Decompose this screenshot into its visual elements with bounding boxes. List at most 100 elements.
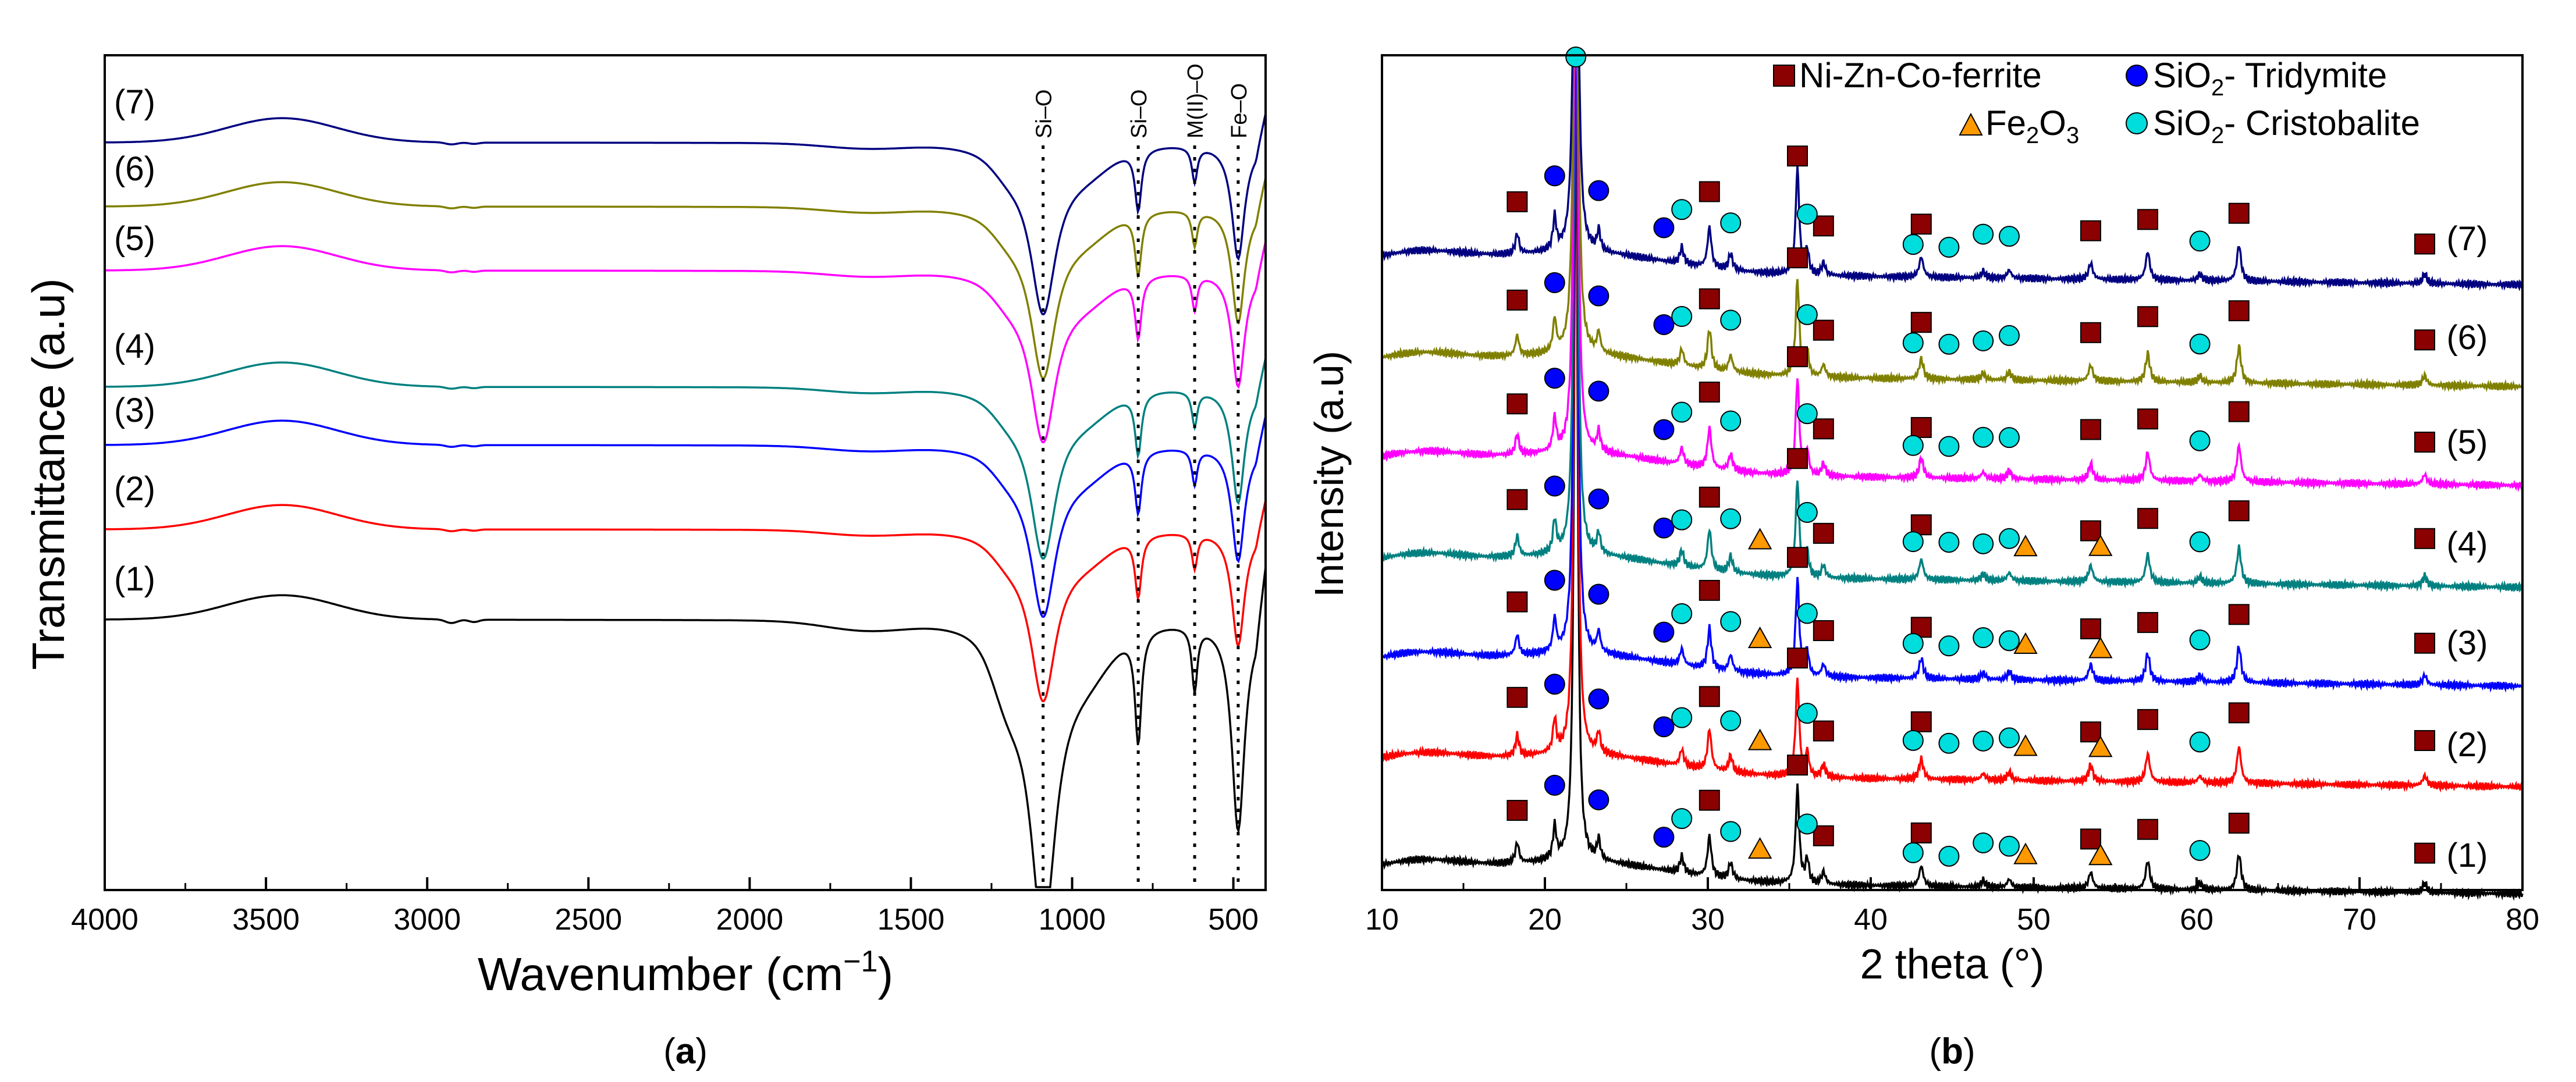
cristobalite-peak-marker [1902,531,1924,553]
cristobalite-peak-marker [1973,330,1994,351]
legend-marker-fe2o3 [1959,112,1983,136]
xrd-x-axis-label: 2 theta (°) [1860,941,2045,988]
cristobalite-peak-marker [1720,508,1742,529]
ftir-band-label-4: Fe–O [1227,83,1252,138]
ferrite-peak-marker [1910,213,1932,235]
ferrite-peak-marker [2414,233,2435,255]
cristobalite-peak-marker [1671,401,1693,423]
legend-marker-ferrite [1773,65,1795,87]
cristobalite-peak-marker [1720,611,1742,632]
ferrite-peak-marker [1910,822,1932,843]
ftir-series-label-5: (5) [114,220,155,258]
fe2o3-peak-marker [2088,843,2113,866]
cristobalite-peak-marker [1999,630,2020,652]
tridymite-peak-marker [1544,272,1565,293]
tridymite-peak-marker [1588,688,1609,710]
xrd-legend: Ni-Zn-Co-ferrite SiO2- Tridymite Fe2O3 SiO2… [1773,56,2420,148]
cristobalite-peak-marker [1902,842,1924,863]
cristobalite-peak-marker [1973,730,1994,752]
ftir-band-markers: Si–O Si–O M(II)–O Fe–O [1032,63,1252,890]
ftir-band-label-1: Si–O [1032,90,1057,138]
ftir-x-axis-ticks: 4000 3500 3000 2500 2000 1500 1000 500 [71,877,1259,937]
ftir-series-labels: (1) (2) (3) (4) (5) (6) (7) [114,83,155,598]
ferrite-peak-marker [1787,547,1808,568]
cristobalite-peak-marker [1720,309,1742,331]
ferrite-peak-marker [2228,813,2250,834]
ferrite-peak-marker [2414,632,2435,654]
ferrite-peak-marker [2080,322,2101,343]
tridymite-peak-marker [1653,827,1675,848]
cristobalite-peak-marker [2189,629,2211,651]
ferrite-peak-marker [1699,486,1720,508]
cristobalite-peak-marker [2189,531,2211,553]
xrd-x-axis-ticks: 10 20 30 40 50 60 70 80 [1365,877,2539,937]
cristobalite-peak-marker [1796,603,1818,624]
tridymite-peak-marker [1653,621,1675,643]
fe2o3-peak-marker [1747,728,1772,750]
legend-marker-cristobalite [2126,112,2148,134]
ftir-band-label-3: M(II)–O [1184,63,1208,138]
tridymite-peak-marker [1588,488,1609,510]
cristobalite-peak-marker [1999,727,2020,749]
ferrite-peak-marker [1813,825,1834,846]
ftir-series-line-7 [104,113,1267,316]
xrd-series-line-7 [1381,56,2524,292]
cristobalite-peak-marker [1720,710,1742,732]
fe2o3-peak-marker [2013,842,2038,864]
ferrite-peak-marker [2414,730,2435,752]
legend-label-4: SiO2- Cristobalite [2153,104,2420,148]
ferrite-peak-marker [2080,220,2101,241]
ferrite-peak-marker [2080,828,2101,850]
ftir-panel: Si–O Si–O M(II)–O Fe–O (1) (2) (3) (4) (5) (6) (7… [23,54,1267,1072]
ferrite-peak-marker [1787,247,1808,269]
ftir-series-line-5 [104,241,1267,444]
ftir-y-axis-label: Transmittance (a.u) [23,278,74,670]
ferrite-peak-marker [1699,382,1720,403]
ferrite-peak-marker [1813,620,1834,642]
xrd-series-label-4: (4) [2447,525,2488,563]
cristobalite-peak-marker [1565,47,1587,67]
ferrite-peak-marker [1699,288,1720,309]
ferrite-peak-marker [1506,289,1528,311]
tridymite-peak-marker [1544,570,1565,591]
ferrite-peak-marker [2228,702,2250,724]
ftir-spectra [104,113,1267,888]
legend-label-2: SiO2- Tridymite [2153,56,2387,101]
cristobalite-peak-marker [1671,199,1693,220]
ferrite-peak-marker [2228,401,2250,422]
xrd-series-line-6 [1381,56,2524,393]
ferrite-peak-marker [2414,528,2435,549]
tridymite-peak-marker [1544,475,1565,497]
cristobalite-peak-marker [1999,528,2020,549]
cristobalite-peak-marker [1902,332,1924,354]
ferrite-peak-marker [2080,721,2101,743]
xrd-series-label-6: (6) [2447,319,2488,357]
ferrite-peak-marker [2137,306,2158,328]
ftir-series-label-2: (2) [114,470,155,508]
xrd-panel: (1) (2) (3) (4) (5) (6) (7) 10 20 30 40 50 60 70 80 N… [1306,47,2539,1072]
xrd-series-label-5: (5) [2447,423,2488,461]
fe2o3-peak-marker [1747,528,1772,550]
xrd-x-tick-label-30: 30 [1691,903,1725,937]
cristobalite-peak-marker [1796,813,1818,835]
xrd-series-line-2 [1381,56,2524,793]
xrd-series-line-4 [1381,56,2524,593]
ferrite-peak-marker [1699,686,1720,707]
ferrite-peak-marker [2137,508,2158,529]
ftir-panel-label: (a) [663,1031,708,1072]
xrd-series-label-1: (1) [2447,837,2488,874]
ferrite-peak-marker [2137,612,2158,633]
legend-marker-tridymite [2126,65,2148,87]
tridymite-peak-marker [1544,368,1565,389]
cristobalite-peak-marker [1938,333,1960,355]
ferrite-peak-marker [1699,181,1720,202]
fe2o3-peak-marker [2013,632,2038,654]
ferrite-peak-marker [2228,604,2250,625]
cristobalite-peak-marker [1938,635,1960,657]
cristobalite-peak-marker [1938,436,1960,457]
ferrite-peak-marker [2137,709,2158,730]
ferrite-peak-marker [1910,417,1932,438]
fe2o3-peak-marker [2013,535,2038,557]
ftir-band-label-2: Si–O [1127,90,1152,138]
tridymite-peak-marker [1653,217,1675,239]
